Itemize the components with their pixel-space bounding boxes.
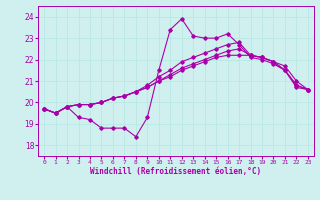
X-axis label: Windchill (Refroidissement éolien,°C): Windchill (Refroidissement éolien,°C)	[91, 167, 261, 176]
